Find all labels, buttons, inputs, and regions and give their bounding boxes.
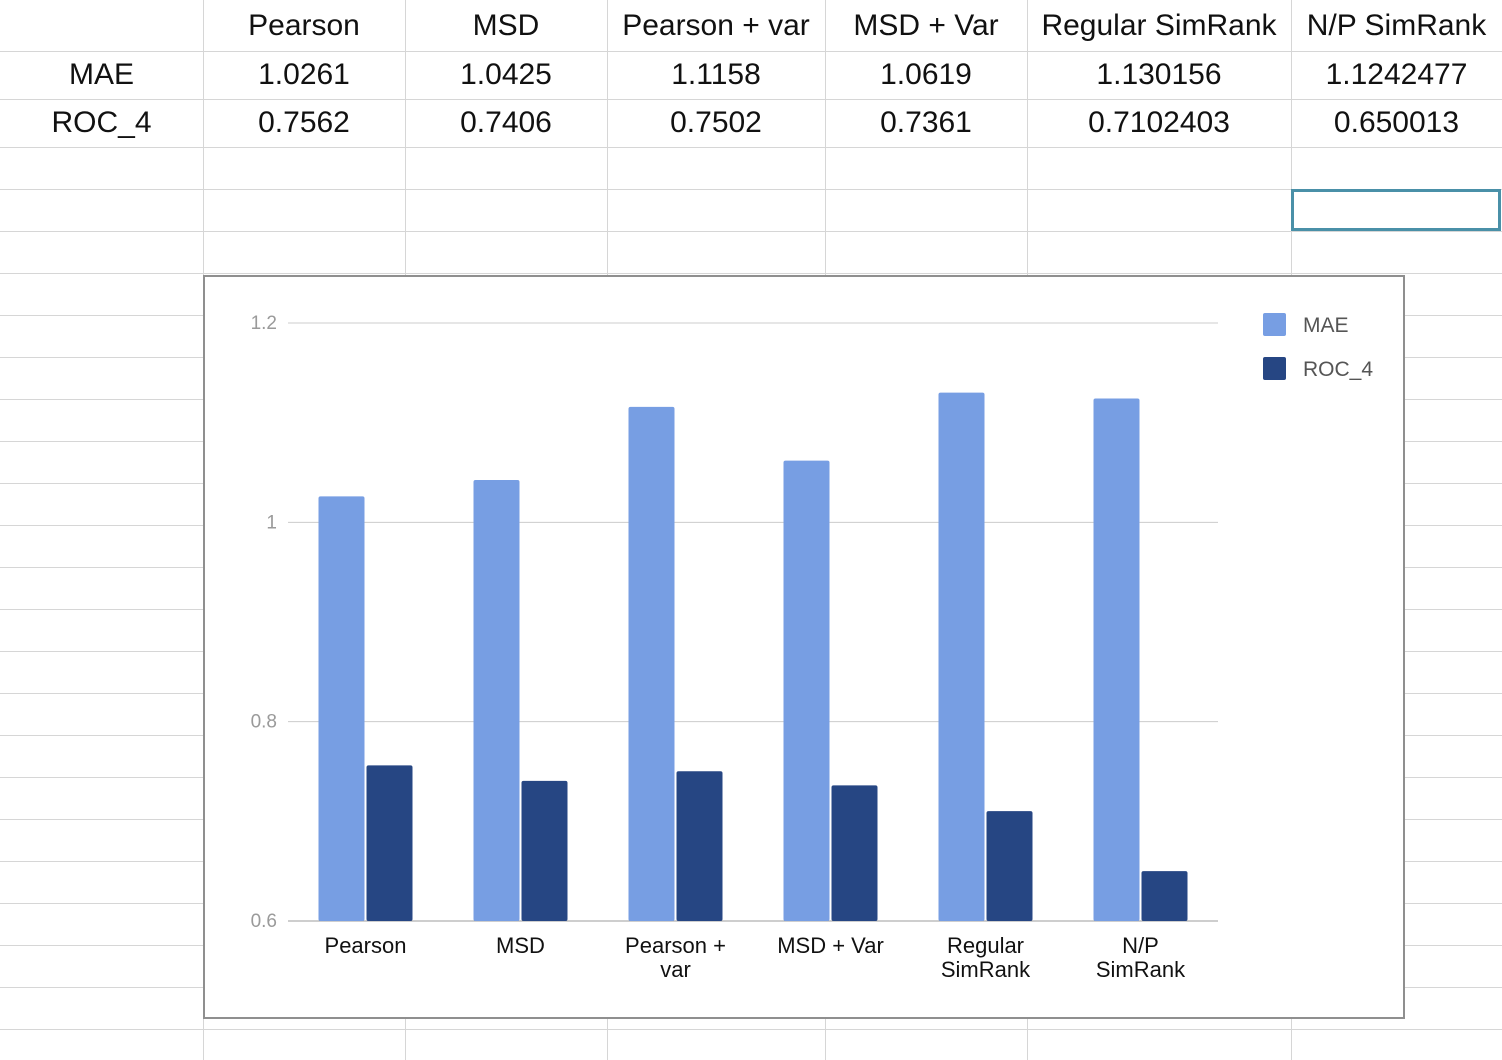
value-cell[interactable]: 1.0619 (880, 58, 972, 91)
x-category-label: SimRank (941, 957, 1031, 982)
value-cell[interactable]: 0.7502 (670, 106, 762, 139)
y-tick-label: 0.8 (251, 712, 277, 733)
chart-panel[interactable]: 0.6 0.8 1 1.2 Pearson MSD Pearson + var MSD + Va… (203, 275, 1405, 1019)
value-cell[interactable]: 1.1242477 (1325, 58, 1468, 91)
bar-mae (473, 479, 520, 921)
row-label-cell[interactable]: ROC_4 (51, 106, 152, 139)
x-category-label: MSD (496, 933, 545, 958)
y-tick-label: 1.2 (251, 313, 277, 334)
value-cell[interactable]: 0.7361 (880, 106, 972, 139)
value-cell[interactable]: 0.7406 (460, 106, 552, 139)
value-cell[interactable]: 1.0261 (258, 58, 350, 91)
row-gridline (0, 231, 1502, 232)
bar-mae (1093, 398, 1140, 922)
bar-roc-4 (1141, 871, 1188, 921)
bar-roc-4 (366, 765, 413, 921)
bar-mae (318, 496, 365, 921)
bar-roc-4 (521, 780, 568, 921)
header-corner-cell[interactable] (0, 0, 203, 51)
column-header-cell[interactable]: MSD (472, 8, 540, 42)
bar-chart: 0.6 0.8 1 1.2 Pearson MSD Pearson +var MSD + Va… (251, 313, 1373, 982)
bar-roc-4 (831, 785, 878, 921)
value-cell[interactable]: 1.130156 (1096, 58, 1222, 91)
value-cell[interactable]: 0.7562 (258, 106, 350, 139)
x-category-label: N/P (1122, 933, 1159, 958)
row-gridline (0, 147, 1502, 148)
column-header-cell[interactable]: Pearson (248, 8, 360, 42)
bar-mae (783, 460, 830, 921)
selected-cell[interactable] (1291, 189, 1501, 231)
x-category-label: Pearson + (625, 933, 726, 958)
legend-swatch (1263, 313, 1286, 336)
x-category-label: Regular (947, 933, 1024, 958)
legend-label: MAE (1303, 314, 1349, 337)
bar-roc-4 (676, 771, 723, 921)
row-gridline (0, 99, 1502, 100)
value-cell[interactable]: 1.1158 (671, 58, 761, 91)
column-header-cell[interactable]: Regular SimRank (1041, 8, 1277, 42)
value-cell[interactable]: 0.7102403 (1088, 106, 1230, 139)
value-cell[interactable]: 1.0425 (460, 58, 552, 91)
row-gridline (0, 51, 1502, 52)
x-category-label: MSD + Var (777, 933, 884, 958)
bar-roc-4 (986, 811, 1033, 921)
legend-label: ROC_4 (1303, 358, 1373, 381)
legend-swatch (1263, 357, 1286, 380)
x-category-label: var (660, 957, 691, 982)
x-category-label: Pearson (325, 933, 407, 958)
column-header-cell[interactable]: Pearson + var (622, 8, 810, 42)
x-category-label: SimRank (1096, 957, 1186, 982)
bar-mae (628, 406, 675, 921)
row-gridline (0, 189, 1502, 190)
y-tick-label: 0.6 (251, 911, 277, 932)
row-gridline (0, 273, 1502, 274)
bar-mae (938, 392, 985, 921)
value-cell[interactable]: 0.650013 (1333, 106, 1460, 139)
column-header-cell[interactable]: N/P SimRank (1306, 8, 1487, 42)
column-header-cell[interactable]: MSD + Var (853, 8, 999, 42)
row-label-cell[interactable]: MAE (68, 58, 134, 91)
row-gridline (0, 1029, 1502, 1030)
y-tick-label: 1 (266, 512, 277, 533)
